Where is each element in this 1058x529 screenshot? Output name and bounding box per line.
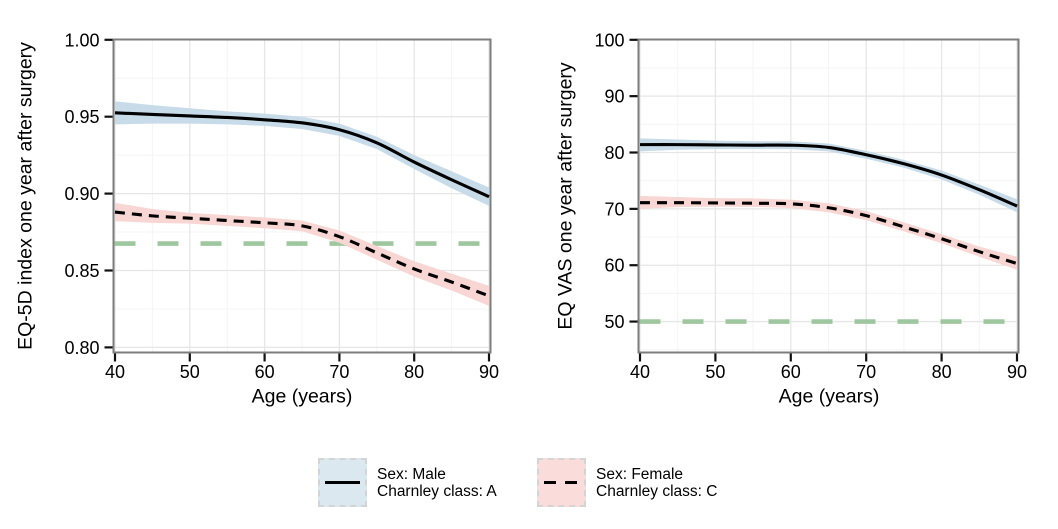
x-tick-label: 50 (705, 362, 725, 382)
data-layer (114, 101, 490, 306)
x-axis-title-left: Age (years) (251, 385, 353, 408)
charts-canvas: 40 50 60 70 80 90 0.80 0.85 0.90 0.95 1.00 40 50 60 70… (64, 30, 1027, 382)
legend-label-line: Sex: Male (377, 465, 446, 483)
y-tick-label: 80 (604, 143, 624, 163)
legend-label-line: Charnley class: C (596, 483, 718, 500)
x-tick-label: 40 (105, 362, 125, 382)
x-tick-label: 60 (255, 362, 275, 382)
data-layer (639, 138, 1018, 324)
legend-line-solid-icon (325, 481, 360, 484)
legend-item-male: Sex: Male Charnley class: A (318, 458, 497, 508)
x-tick-label: 50 (180, 362, 200, 382)
y-tick-label: 0.90 (64, 184, 99, 204)
x-tick-label: 70 (856, 362, 876, 382)
x-tick-label: 80 (932, 362, 952, 382)
x-tick-label: 80 (404, 362, 424, 382)
y-tick-label: 0.85 (64, 261, 99, 281)
series-line-dashed (114, 210, 490, 298)
legend-swatch-female (537, 458, 586, 507)
x-tick-label: 70 (329, 362, 349, 382)
series-line-solid (639, 143, 1018, 208)
y-tick-label: 0.95 (64, 107, 99, 127)
legend-label-line: Charnley class: A (377, 483, 497, 500)
y-tick-label: 60 (604, 256, 624, 276)
legend-label-male: Sex: Male Charnley class: A (377, 458, 497, 508)
series-line-dashed (639, 201, 1018, 266)
legend-swatch-male (318, 458, 367, 507)
y-tick-label: 100 (594, 30, 624, 50)
legend-item-female: Sex: Female Charnley class: C (537, 458, 717, 508)
legend-line-dashed-icon (544, 481, 579, 484)
y-axis-title-left: EQ-5D index one year after surgery (14, 42, 37, 350)
panel-border (637, 38, 1020, 354)
x-axis-title-right: Age (years) (778, 385, 880, 408)
x-tick-label: 40 (630, 362, 650, 382)
legend-label-line: Sex: Female (596, 465, 684, 483)
x-tick-label: 90 (479, 362, 499, 382)
x-tick-label: 90 (1007, 362, 1027, 382)
y-tick-label: 1.00 (64, 30, 99, 50)
x-tick-label: 60 (781, 362, 801, 382)
y-tick-label: 90 (604, 87, 624, 107)
panel-border (112, 38, 492, 354)
y-tick-label: 0.80 (64, 338, 99, 358)
legend-label-female: Sex: Female Charnley class: C (596, 458, 717, 508)
y-tick-label: 70 (604, 199, 624, 219)
y-tick-label: 50 (604, 312, 624, 332)
series-line-solid (114, 111, 490, 199)
y-axis-title-right: EQ VAS one year after surgery (554, 62, 577, 330)
confidence-ribbon (115, 202, 489, 306)
